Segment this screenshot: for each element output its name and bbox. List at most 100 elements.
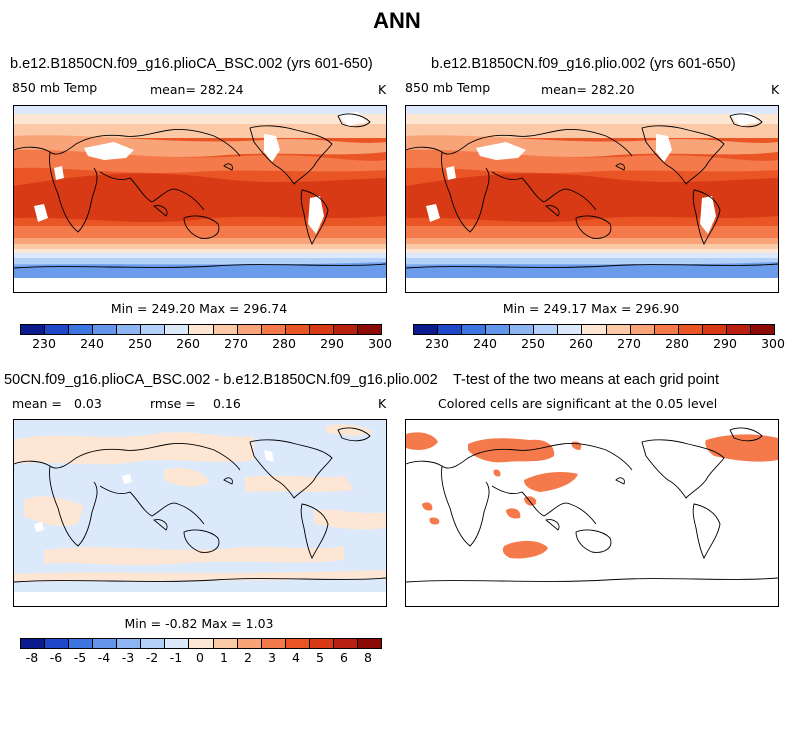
- panel2-colorbar-swatch: [486, 325, 511, 334]
- panel1-colorbar-swatch: [117, 325, 142, 334]
- panel1-colorbar-tick-label: 230: [32, 336, 56, 351]
- panel2-colorbar-swatch: [750, 325, 774, 334]
- panel3-colorbar-swatch: [237, 639, 262, 648]
- panel2-colorbar-tick-label: 270: [617, 336, 641, 351]
- panel3-colorbar: [20, 638, 382, 649]
- panel3-colorbar-swatch: [165, 639, 190, 648]
- panel3-colorbar-swatch: [309, 639, 334, 648]
- panel3-colorbar-tick-label: 0: [196, 650, 204, 665]
- panel1-colorbar-swatch: [93, 325, 118, 334]
- panel3-colorbar-swatch: [141, 639, 166, 648]
- panel3-map: [13, 419, 387, 607]
- panel1-colorbar-swatch: [189, 325, 214, 334]
- panel3-colorbar-tick-label: -8: [25, 650, 39, 665]
- panel3-colorbar-swatch: [333, 639, 358, 648]
- panel3-colorbar-swatch: [261, 639, 286, 648]
- panel2-colorbar-swatch: [558, 325, 583, 334]
- panel2-colorbar-swatch: [606, 325, 631, 334]
- panel2-colorbar-swatch: [414, 325, 439, 334]
- panel1-colorbar-labels: 230 240 250 260 270 280 290 300: [20, 336, 392, 352]
- panel3-colorbar-labels: -8 -6 -5 -4 -3 -2 -1 0 1 2 3 4 5 6 8: [20, 650, 380, 666]
- panel1-units: K: [378, 82, 387, 97]
- figure-title: ANN: [373, 8, 421, 33]
- panel1-colorbar-swatch: [45, 325, 70, 334]
- panel2-colorbar-tick-label: 250: [521, 336, 545, 351]
- panel1-mean: mean= 282.24: [150, 82, 244, 97]
- panel2-title: b.e12.B1850CN.f09_g16.plio.002 (yrs 601-…: [431, 56, 736, 72]
- panel1-colorbar: [20, 324, 382, 335]
- panel1-colorbar-swatch: [285, 325, 310, 334]
- panel2-units: K: [771, 82, 780, 97]
- panel2-mean: mean= 282.20: [541, 82, 635, 97]
- panel1-colorbar-tick-label: 240: [80, 336, 104, 351]
- panel1-colorbar-tick-label: 280: [272, 336, 296, 351]
- panel1-colorbar-swatch: [165, 325, 190, 334]
- panel3-colorbar-tick-label: 4: [292, 650, 300, 665]
- panel3-colorbar-swatch: [357, 639, 381, 648]
- panel3-colorbar-swatch: [117, 639, 142, 648]
- panel1-colorbar-swatch: [309, 325, 334, 334]
- panel2-minmax: Min = 249.17 Max = 296.90: [502, 301, 680, 316]
- panel1-minmax: Min = 249.20 Max = 296.74: [110, 301, 288, 316]
- panel1-colorbar-swatch: [237, 325, 262, 334]
- panel3-colorbar-tick-label: -5: [73, 650, 87, 665]
- panel3-units: K: [378, 396, 387, 411]
- panel1-colorbar-swatch: [261, 325, 286, 334]
- panel3-mean-label: mean =: [12, 396, 62, 411]
- panel2-colorbar-swatch: [630, 325, 655, 334]
- panel3-title: 50CN.f09_g16.plioCA_BSC.002 - b.e12.B185…: [4, 372, 438, 388]
- panel3-colorbar-tick-label: 5: [316, 650, 324, 665]
- panel3-rmse-label: rmse =: [150, 396, 196, 411]
- panel1-variable: 850 mb Temp: [12, 80, 98, 95]
- panel3-minmax: Min = -0.82 Max = 1.03: [124, 616, 274, 631]
- panel3-colorbar-swatch: [213, 639, 238, 648]
- panel2-variable: 850 mb Temp: [405, 80, 491, 95]
- panel3-colorbar-tick-label: 1: [220, 650, 228, 665]
- panel2-colorbar-tick-label: 290: [713, 336, 737, 351]
- panel2-colorbar-swatch: [654, 325, 679, 334]
- panel3-colorbar-swatch: [285, 639, 310, 648]
- panel1-colorbar-tick-label: 260: [176, 336, 200, 351]
- panel1-colorbar-tick-label: 270: [224, 336, 248, 351]
- panel2-colorbar-swatch: [510, 325, 535, 334]
- panel3-colorbar-swatch: [93, 639, 118, 648]
- panel1-colorbar-tick-label: 290: [320, 336, 344, 351]
- panel2-map: [405, 105, 779, 293]
- panel2-colorbar: [413, 324, 775, 335]
- panel3-colorbar-tick-label: -4: [97, 650, 111, 665]
- panel1-colorbar-swatch: [357, 325, 381, 334]
- panel2-colorbar-tick-label: 280: [665, 336, 689, 351]
- panel1-title: b.e12.B1850CN.f09_g16.plioCA_BSC.002 (yr…: [10, 56, 373, 72]
- panel3-colorbar-swatch: [69, 639, 94, 648]
- panel2-colorbar-swatch: [702, 325, 727, 334]
- panel2-colorbar-tick-label: 230: [425, 336, 449, 351]
- panel3-colorbar-tick-label: -3: [121, 650, 135, 665]
- panel1-colorbar-swatch: [141, 325, 166, 334]
- panel1-colorbar-swatch: [69, 325, 94, 334]
- panel3-rmse-value: 0.16: [213, 396, 241, 411]
- panel3-colorbar-tick-label: 6: [340, 650, 348, 665]
- panel1-colorbar-swatch: [213, 325, 238, 334]
- panel1-colorbar-tick-label: 300: [368, 336, 392, 351]
- panel2-colorbar-labels: 230 240 250 260 270 280 290 300: [413, 336, 785, 352]
- panel3-colorbar-tick-label: -1: [169, 650, 183, 665]
- panel1-colorbar-swatch: [21, 325, 46, 334]
- panel3-colorbar-tick-label: 3: [268, 650, 276, 665]
- panel3-colorbar-tick-label: 8: [364, 650, 372, 665]
- panel3-colorbar-tick-label: 2: [244, 650, 252, 665]
- panel3-colorbar-tick-label: -2: [145, 650, 159, 665]
- panel3-colorbar-swatch: [21, 639, 46, 648]
- panel2-colorbar-swatch: [726, 325, 751, 334]
- panel3-colorbar-tick-label: -6: [49, 650, 63, 665]
- panel1-map: [13, 105, 387, 293]
- panel1-colorbar-swatch: [333, 325, 358, 334]
- panel2-colorbar-tick-label: 300: [761, 336, 785, 351]
- panel2-colorbar-swatch: [678, 325, 703, 334]
- panel2-colorbar-tick-label: 240: [473, 336, 497, 351]
- panel3-colorbar-swatch: [45, 639, 70, 648]
- panel2-colorbar-tick-label: 260: [569, 336, 593, 351]
- panel2-colorbar-swatch: [582, 325, 607, 334]
- panel3-colorbar-swatch: [189, 639, 214, 648]
- panel2-colorbar-swatch: [534, 325, 559, 334]
- panel4-map: [405, 419, 779, 607]
